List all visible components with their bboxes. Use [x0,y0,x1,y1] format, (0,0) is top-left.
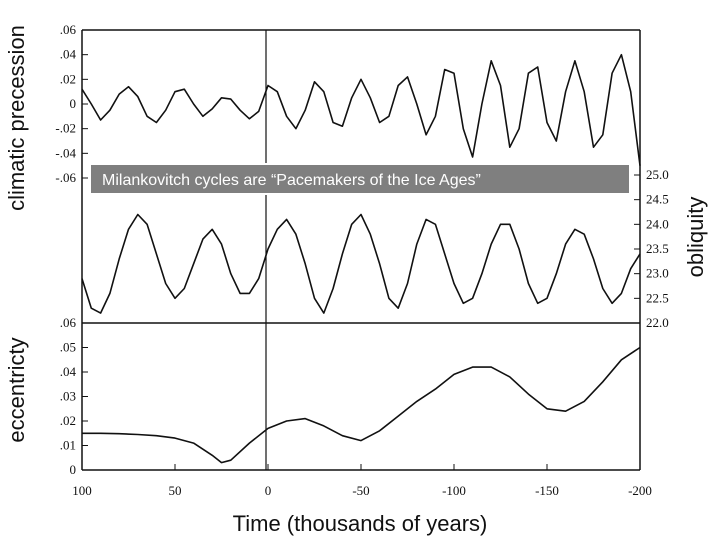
eccentricity-y-tick-label: 0 [70,462,77,477]
banner-background [89,163,631,195]
x-tick-label: 100 [72,483,92,498]
x-tick-label: -200 [628,483,652,498]
eccentricity-y-tick-label: .06 [60,315,77,330]
precession-axis-label: climatic precession [4,25,29,211]
banner-text: Milankovitch cycles are “Pacemakers of t… [102,172,481,189]
obliquity-y-tick-label: 22.5 [646,290,669,305]
x-axis-label: Time (thousands of years) [233,511,488,536]
precession-y-tick-label: -.02 [55,121,76,136]
precession-y-tick-label: .02 [60,71,76,86]
x-tick-label: -50 [352,483,369,498]
tick-layer: .06 .04 .02 0 -.02 -.04 -.06 25.0 24.5 24.0 23.5 23… [55,22,668,498]
precession-y-tick-label: 0 [70,96,77,111]
obliquity-curve [81,213,641,314]
x-tick-label: 0 [265,483,272,498]
eccentricity-y-tick-label: .04 [60,364,77,379]
x-tick-label: 50 [169,483,182,498]
obliquity-y-tick-label: 23.5 [646,241,669,256]
obliquity-axis-label: obliquity [683,197,708,278]
eccentricity-y-tick-label: .02 [60,413,76,428]
precession-y-tick-label: .04 [60,47,77,62]
plot-frame [81,29,641,471]
title-banner: Milankovitch cycles are “Pacemakers of t… [89,163,631,195]
obliquity-y-tick-label: 25.0 [646,167,669,182]
precession-y-tick-label: .06 [60,22,77,37]
eccentricity-y-tick-label: .01 [60,438,76,453]
curve-layer [81,53,641,464]
obliquity-y-tick-label: 23.0 [646,266,669,281]
precession-curve [81,53,641,166]
precession-y-tick-label: -.04 [55,145,76,160]
eccentricity-axis-label: eccentricty [4,337,29,442]
eccentricity-y-tick-label: .05 [60,340,76,355]
precession-y-tick-label: -.06 [55,170,76,185]
x-tick-label: -100 [442,483,466,498]
obliquity-y-tick-label: 24.5 [646,192,669,207]
eccentricity-y-tick-label: .03 [60,389,76,404]
obliquity-y-tick-label: 22.0 [646,315,669,330]
obliquity-y-tick-label: 24.0 [646,216,669,231]
x-tick-label: -150 [535,483,559,498]
eccentricity-curve [82,346,641,464]
